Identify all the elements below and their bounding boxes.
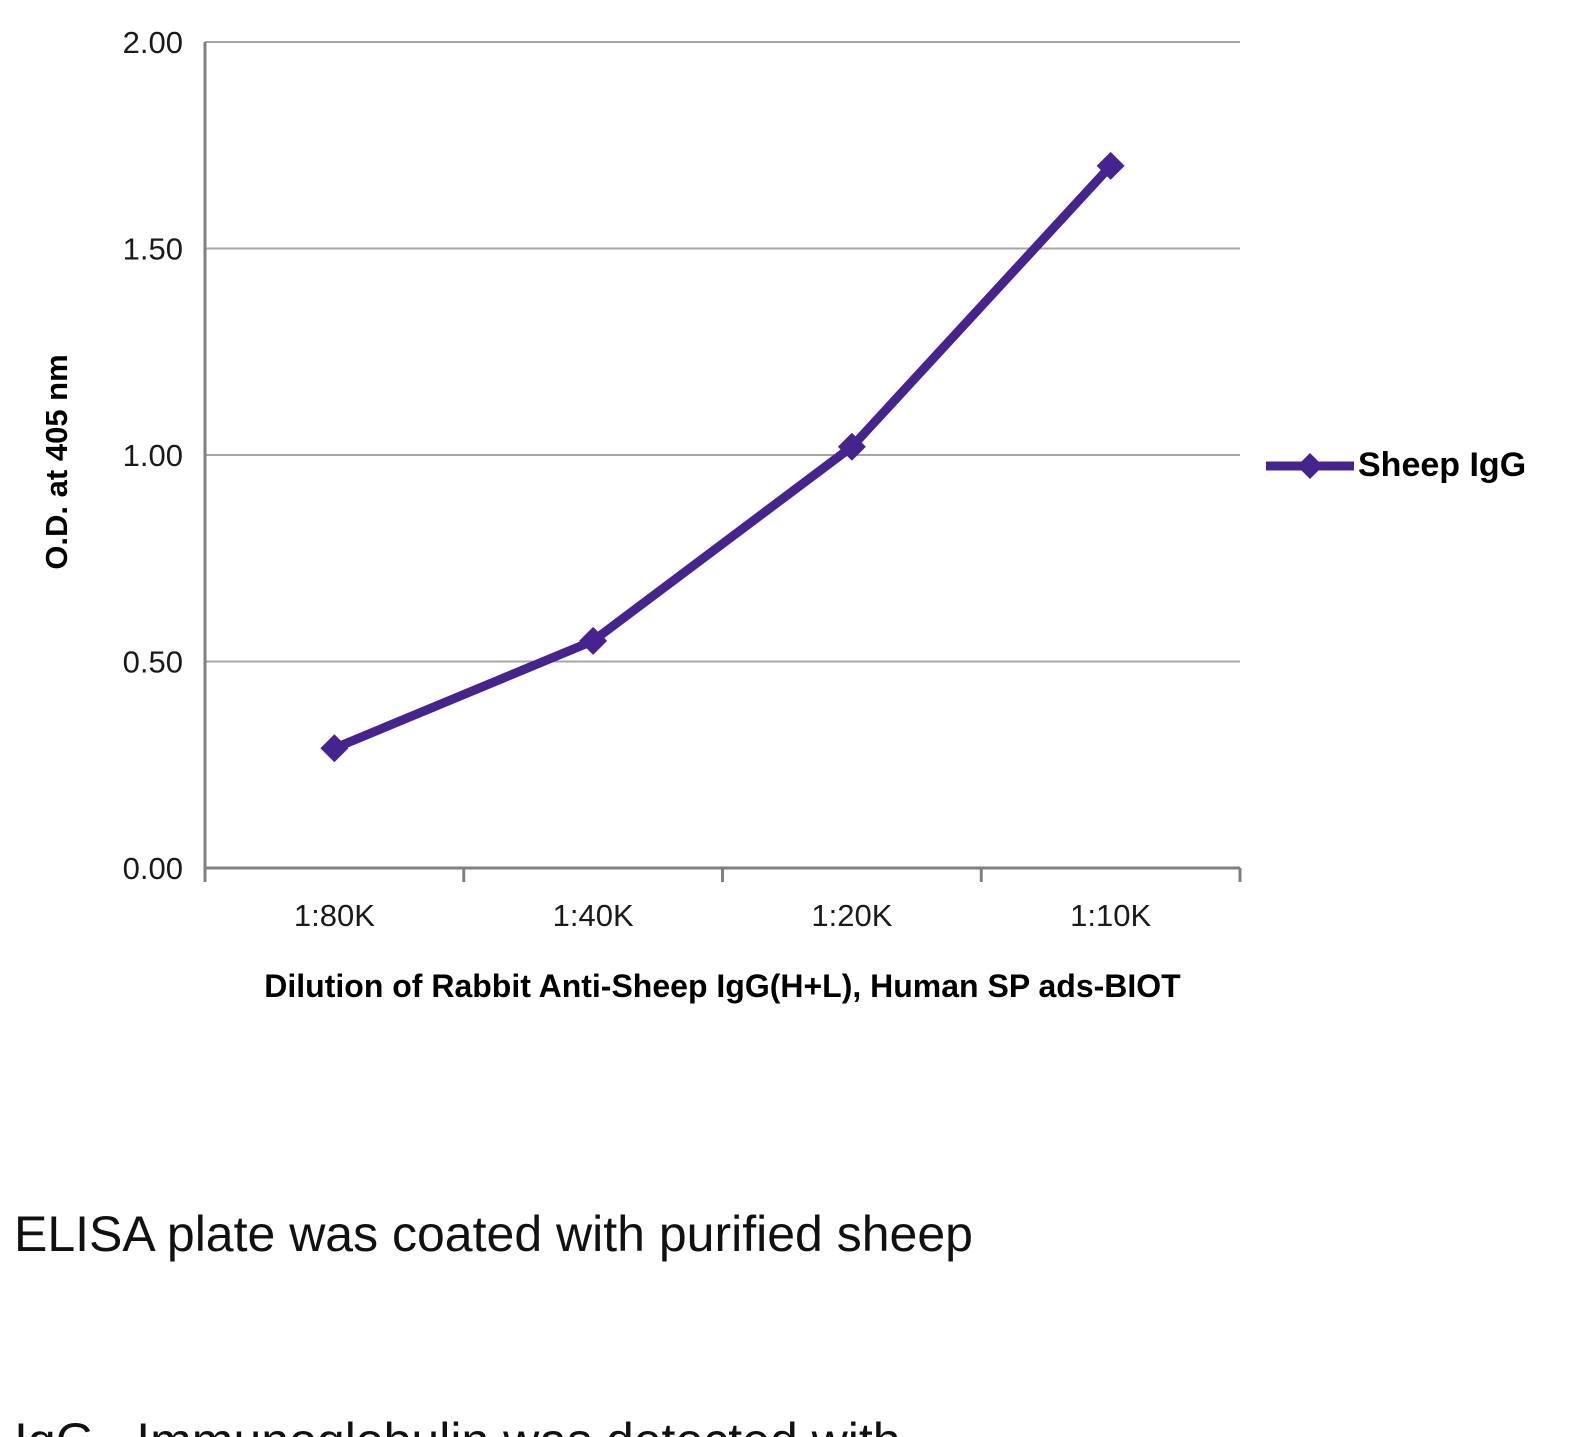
line-chart-svg: 0.00 0.50 1.00 1.50 2.00 1:80K 1:40K 1:20K 1:10K (123, 25, 1242, 933)
caption-line: ELISA plate was coated with purified she… (14, 1206, 973, 1262)
svg-text:2.00: 2.00 (123, 25, 183, 60)
svg-text:0.00: 0.00 (123, 851, 183, 886)
y-axis-title: O.D. at 405 nm (39, 354, 74, 570)
svg-text:1.00: 1.00 (123, 438, 183, 473)
svg-text:1:10K: 1:10K (1070, 898, 1151, 933)
svg-text:1:80K: 1:80K (294, 898, 375, 933)
x-axis-title: Dilution of Rabbit Anti-Sheep IgG(H+L), … (264, 968, 1181, 1004)
svg-text:1:40K: 1:40K (553, 898, 634, 933)
figure-caption: ELISA plate was coated with purified she… (14, 1062, 1464, 1437)
legend: Sheep IgG (1266, 446, 1526, 485)
line-chart: 0.00 0.50 1.00 1.50 2.00 1:80K 1:40K 1:20K 1:10K… (39, 25, 1526, 1004)
legend-line-marker-icon (1266, 452, 1354, 479)
svg-text:1:20K: 1:20K (811, 898, 892, 933)
svg-text:0.50: 0.50 (123, 645, 183, 680)
svg-text:1.50: 1.50 (123, 232, 183, 267)
caption-line: IgG. Immunoglobulin was detected with (14, 1407, 1464, 1437)
legend-label: Sheep IgG (1358, 446, 1527, 484)
